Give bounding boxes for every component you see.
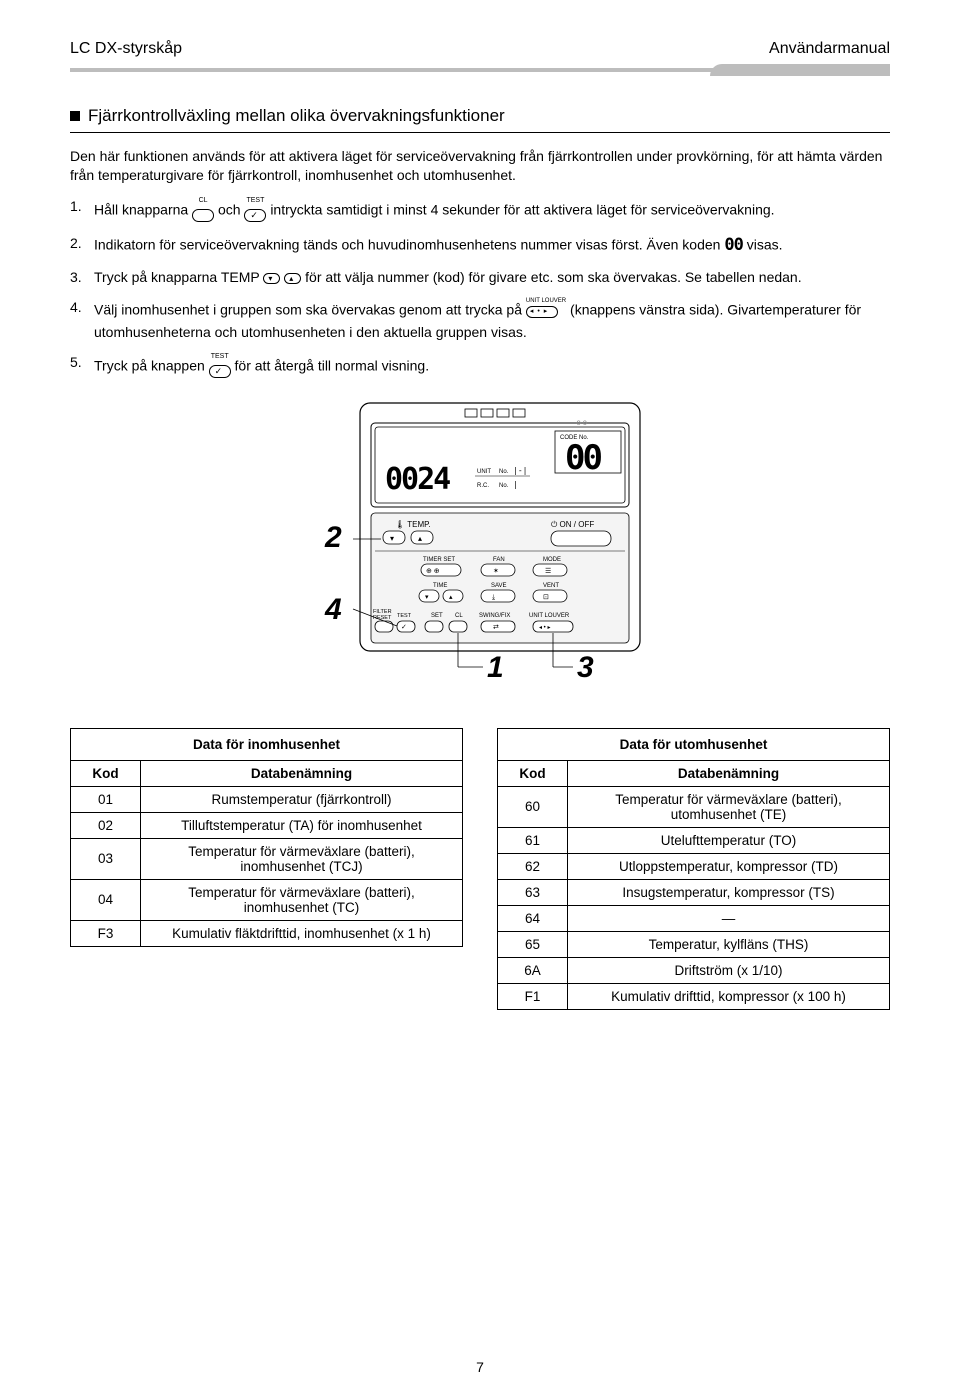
svg-text:No.: No. — [499, 469, 509, 475]
step-4: Välj inomhusenhet i gruppen som ska över… — [70, 298, 890, 343]
step-2-text-b: visas. — [747, 237, 783, 253]
table-row: F1Kumulativ drifttid, kompressor (x 100 … — [498, 983, 890, 1009]
step-5-text-a: Tryck på knappen — [94, 357, 209, 373]
table-row: 65Temperatur, kylfläns (THS) — [498, 931, 890, 957]
step-3-text-b: för att välja nummer (kod) för givare et… — [305, 269, 801, 285]
step-5-text-b: för att återgå till normal visning. — [235, 357, 430, 373]
svg-text:MODE: MODE — [543, 557, 561, 563]
svg-text:SET: SET — [431, 613, 443, 619]
step-1-text-a: Håll knapparna — [94, 201, 192, 217]
intro-paragraph: Den här funktionen används för att aktiv… — [70, 147, 890, 185]
table-row: 03Temperatur för värmeväxlare (batteri),… — [71, 838, 463, 879]
svg-text:◂ • ▸: ◂ • ▸ — [539, 625, 550, 631]
steps-list: Håll knapparna CL och TEST intryckta sam… — [70, 197, 890, 381]
callout-2: 2 — [325, 521, 342, 555]
table-row: 01Rumstemperatur (fjärrkontroll) — [71, 786, 463, 812]
step-3: Tryck på knapparna TEMP för att välja nu… — [70, 268, 890, 288]
svg-text:R.C.: R.C. — [477, 483, 489, 489]
svg-text:TIME: TIME — [433, 583, 447, 589]
svg-text:UNIT: UNIT — [477, 469, 491, 475]
svg-text:00: 00 — [565, 438, 601, 478]
temp-up-icon — [284, 273, 301, 284]
svg-text:|-|: |-| — [513, 466, 527, 475]
unit-louver-icon: UNIT LOUVER — [526, 298, 566, 324]
svg-text:⤓: ⤓ — [492, 594, 495, 601]
indoor-col-name: Databenämning — [141, 760, 463, 786]
indoor-table-container: Data för inomhusenhet Kod Databenämning … — [70, 728, 463, 1010]
outdoor-table-title: Data för utomhusenhet — [498, 728, 890, 760]
callout-3: 3 — [577, 651, 594, 685]
svg-text:TEST: TEST — [397, 613, 412, 619]
svg-text:|: | — [513, 480, 518, 489]
svg-text:▴: ▴ — [418, 534, 422, 543]
table-row: F3Kumulativ fläktdrifttid, inomhusenhet … — [71, 920, 463, 946]
table-row: 61Utelufttemperatur (TO) — [498, 827, 890, 853]
test-button-icon: TEST — [244, 197, 266, 225]
table-row: 63Insugstemperatur, kompressor (TS) — [498, 879, 890, 905]
step-2: Indikatorn för serviceövervakning tänds … — [70, 234, 890, 258]
outdoor-table-container: Data för utomhusenhet Kod Databenämning … — [497, 728, 890, 1010]
page-header: LC DX-styrskåp Användarmanual — [70, 40, 890, 58]
header-divider — [70, 64, 890, 78]
svg-text:⊡: ⊡ — [543, 594, 549, 601]
table-row: 04Temperatur för värmeväxlare (batteri),… — [71, 879, 463, 920]
svg-text:UNIT LOUVER: UNIT LOUVER — [529, 613, 570, 619]
title-underline — [70, 132, 890, 133]
indoor-col-kod: Kod — [71, 760, 141, 786]
tables-row: Data för inomhusenhet Kod Databenämning … — [70, 728, 890, 1010]
indoor-table-title: Data för inomhusenhet — [71, 728, 463, 760]
remote-control-svg: CODE No. 00 ⁰⁰ 0024 UNIT No. |-| R.C. No… — [315, 399, 645, 689]
svg-text:⇄: ⇄ — [493, 624, 499, 631]
cl-button-icon: CL — [192, 197, 214, 225]
svg-text:✶: ✶ — [493, 567, 499, 575]
page-number: 7 — [476, 1359, 484, 1375]
table-row: 62Utloppstemperatur, kompressor (TD) — [498, 853, 890, 879]
svg-text:✓: ✓ — [401, 624, 407, 631]
svg-text:TIMER SET: TIMER SET — [423, 557, 455, 563]
svg-text:0024: 0024 — [385, 462, 450, 497]
step-3-text-a: Tryck på knapparna TEMP — [94, 269, 263, 285]
svg-text:☰: ☰ — [545, 568, 551, 575]
table-row: 64— — [498, 905, 890, 931]
indoor-data-table: Data för inomhusenhet Kod Databenämning … — [70, 728, 463, 947]
table-row: 02Tilluftstemperatur (TA) för inomhusenh… — [71, 812, 463, 838]
svg-text:⏻ ON / OFF: ⏻ ON / OFF — [551, 520, 594, 529]
seven-segment-icon: 00 — [724, 234, 742, 258]
svg-text:VENT: VENT — [543, 583, 559, 589]
header-right-title: Användarmanual — [769, 40, 890, 58]
table-row: 6ADriftström (x 1/10) — [498, 957, 890, 983]
header-left-title: LC DX-styrskåp — [70, 40, 182, 58]
step-4-text-a: Välj inomhusenhet i gruppen som ska över… — [94, 301, 526, 317]
svg-text:SAVE: SAVE — [491, 583, 507, 589]
svg-text:▴: ▴ — [449, 594, 453, 601]
remote-control-figure: CODE No. 00 ⁰⁰ 0024 UNIT No. |-| R.C. No… — [70, 399, 890, 692]
step-1-text-b: och — [218, 201, 244, 217]
outdoor-col-kod: Kod — [498, 760, 568, 786]
svg-text:No.: No. — [499, 483, 509, 489]
bullet-icon — [70, 111, 80, 121]
svg-text:⁰⁰: ⁰⁰ — [575, 418, 587, 432]
temp-down-icon — [263, 273, 280, 284]
svg-text:CL: CL — [455, 613, 463, 619]
outdoor-col-name: Databenämning — [568, 760, 890, 786]
svg-text:⊕ ⊕: ⊕ ⊕ — [426, 568, 440, 575]
step-2-text-a: Indikatorn för serviceövervakning tänds … — [94, 237, 724, 253]
svg-text:▾: ▾ — [425, 594, 429, 601]
svg-text:▾: ▾ — [390, 534, 394, 543]
step-5: Tryck på knappen TEST för att återgå til… — [70, 353, 890, 381]
step-1: Håll knapparna CL och TEST intryckta sam… — [70, 197, 890, 225]
section-title-row: Fjärrkontrollväxling mellan olika överva… — [70, 106, 890, 126]
outdoor-data-table: Data för utomhusenhet Kod Databenämning … — [497, 728, 890, 1010]
section-title: Fjärrkontrollväxling mellan olika överva… — [88, 106, 505, 126]
test-button-icon-2: TEST — [209, 353, 231, 381]
callout-1: 1 — [487, 651, 504, 685]
callout-4: 4 — [325, 593, 342, 627]
step-1-text-c: intryckta samtidigt i minst 4 sekunder f… — [270, 201, 774, 217]
svg-text:🌡 TEMP.: 🌡 TEMP. — [395, 520, 431, 529]
svg-text:SWING/FIX: SWING/FIX — [479, 613, 510, 619]
svg-text:FAN: FAN — [493, 557, 505, 563]
table-row: 60Temperatur för värmeväxlare (batteri),… — [498, 786, 890, 827]
